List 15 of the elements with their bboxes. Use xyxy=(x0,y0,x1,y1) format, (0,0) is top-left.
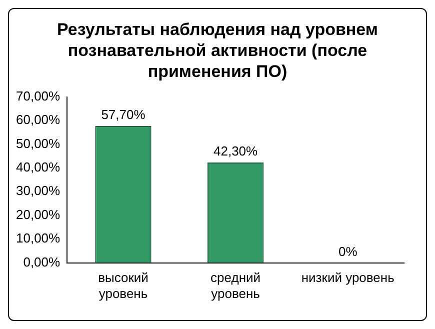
data-label: 0% xyxy=(338,244,358,259)
y-tick-label: 0,00% xyxy=(23,254,61,270)
y-tick-label: 10,00% xyxy=(16,230,61,246)
chart-title: Результаты наблюдения над уровнем познавательной активности (после применения ПО) xyxy=(56,19,379,82)
y-tick-label: 60,00% xyxy=(16,112,61,128)
x-tick-label: низкий уровень xyxy=(301,270,395,286)
y-tick-label: 70,00% xyxy=(16,88,61,104)
data-label: 57,70% xyxy=(101,107,146,122)
y-tick-label: 20,00% xyxy=(16,206,61,222)
data-label: 42,30% xyxy=(214,144,258,159)
x-tick-label: средний уровень xyxy=(210,270,261,301)
y-tick-label: 30,00% xyxy=(16,183,61,198)
y-tick-label: 50,00% xyxy=(16,136,61,151)
x-tick-label: высокий уровень xyxy=(98,270,148,301)
y-tick-label: 40,00% xyxy=(16,160,61,175)
